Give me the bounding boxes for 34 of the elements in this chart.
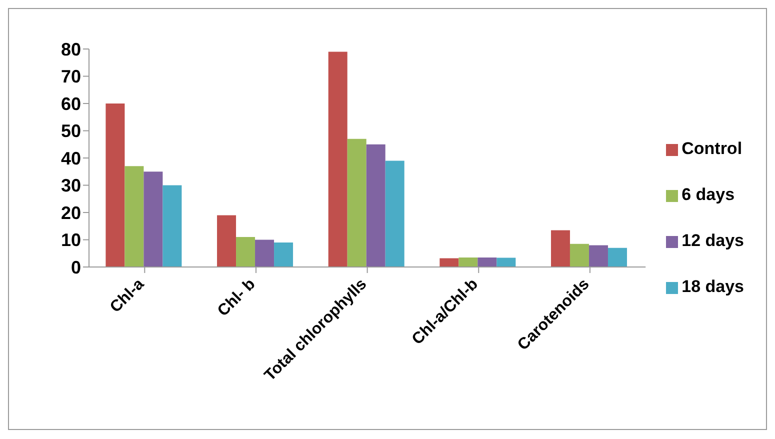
bar bbox=[236, 237, 256, 267]
legend-label: 12 days bbox=[682, 231, 744, 250]
bar bbox=[496, 258, 516, 267]
bar bbox=[274, 242, 294, 267]
bar bbox=[328, 52, 348, 267]
y-tick-label: 50 bbox=[60, 121, 81, 142]
x-tick-label: Chl- b bbox=[214, 276, 259, 320]
bar bbox=[347, 138, 366, 267]
y-tick-label: 80 bbox=[60, 39, 81, 60]
bar bbox=[366, 144, 386, 267]
bar bbox=[478, 257, 497, 267]
bar bbox=[570, 244, 589, 267]
legend-label: 6 days bbox=[682, 185, 735, 204]
bar bbox=[385, 160, 404, 267]
bar bbox=[440, 258, 459, 267]
y-tick-label: 0 bbox=[70, 257, 81, 278]
bar bbox=[255, 240, 274, 267]
bar bbox=[162, 185, 182, 267]
bar bbox=[458, 257, 478, 267]
y-tick-label: 30 bbox=[60, 176, 81, 196]
bar bbox=[124, 166, 144, 267]
bar bbox=[588, 245, 608, 267]
legend-label: 18 days bbox=[682, 277, 744, 296]
bar bbox=[106, 104, 125, 267]
y-tick-label: 70 bbox=[60, 66, 81, 87]
y-tick-label: 10 bbox=[60, 230, 81, 250]
bar bbox=[144, 172, 163, 267]
legend-label: Control bbox=[682, 139, 742, 158]
y-tick-label: 20 bbox=[60, 202, 81, 223]
y-tick-label: 40 bbox=[60, 148, 81, 168]
bar bbox=[217, 215, 236, 267]
y-tick-label: 60 bbox=[60, 94, 81, 114]
bar bbox=[608, 248, 627, 267]
bar bbox=[550, 230, 570, 267]
